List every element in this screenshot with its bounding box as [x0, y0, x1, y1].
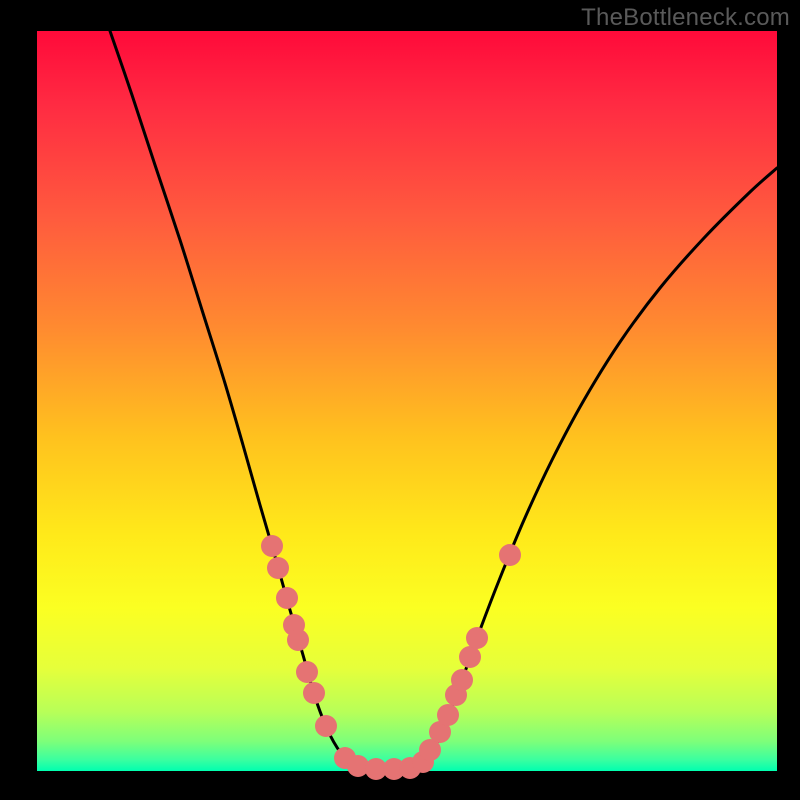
data-marker — [315, 715, 337, 737]
chart-container: TheBottleneck.com — [0, 0, 800, 800]
data-marker — [267, 557, 289, 579]
data-marker — [287, 629, 309, 651]
data-markers-group — [261, 535, 521, 780]
curve-overlay — [0, 0, 800, 800]
data-marker — [499, 544, 521, 566]
data-marker — [466, 627, 488, 649]
data-marker — [459, 646, 481, 668]
data-marker — [261, 535, 283, 557]
data-marker — [437, 704, 459, 726]
data-marker — [303, 682, 325, 704]
data-marker — [451, 669, 473, 691]
watermark-text: TheBottleneck.com — [581, 4, 790, 32]
bottleneck-curve — [110, 31, 777, 770]
data-marker — [276, 587, 298, 609]
data-marker — [296, 661, 318, 683]
